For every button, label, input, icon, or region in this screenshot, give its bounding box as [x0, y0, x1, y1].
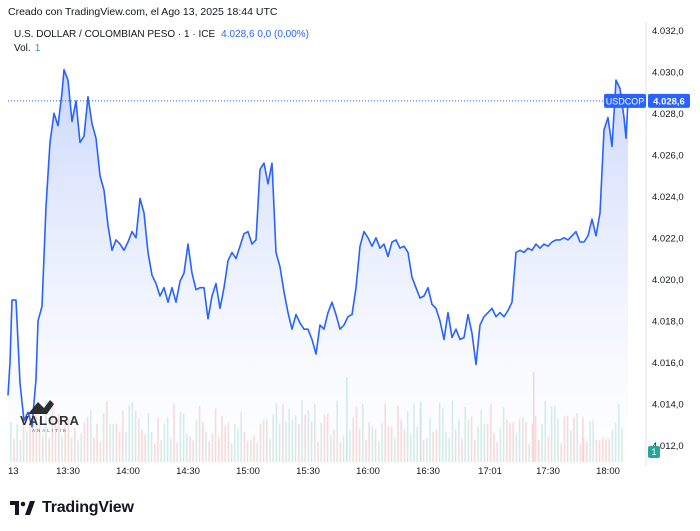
y-tick-label: 4.018,0	[652, 316, 684, 327]
legend-values: 4.028,6 0,0 (0,00%)	[221, 29, 310, 40]
legend-vol-label[interactable]: Vol.	[14, 43, 31, 54]
y-tick-label: 4.012,0	[652, 441, 684, 452]
y-tick-label: 4.026,0	[652, 150, 684, 161]
y-tick-label: 4.014,0	[652, 399, 684, 410]
x-tick-label: 13:30	[56, 466, 80, 477]
y-tick-label: 4.032,0	[652, 26, 684, 37]
x-tick-label: 15:30	[296, 466, 320, 477]
x-tick-label: 15:00	[236, 466, 260, 477]
y-axis: 4.012,0 4.014,0 4.016,0 4.018,0 4.020,0 4.022…	[652, 26, 684, 452]
y-tick-label: 4.028,0	[652, 109, 684, 120]
valora-sub: ANALITIK	[32, 428, 69, 433]
x-tick-label: 16:30	[416, 466, 440, 477]
chart-legend: U.S. DOLLAR / COLOMBIAN PESO · 1 · ICE 4.…	[14, 28, 309, 56]
chart-area[interactable]: 4.012,0 4.014,0 4.016,0 4.018,0 4.020,0 4.022…	[0, 22, 700, 487]
valora-logo-icon	[28, 400, 54, 414]
x-tick-label: 17:30	[536, 466, 560, 477]
volume-tag: 1	[648, 446, 660, 458]
x-tick-label: 18:00	[596, 466, 620, 477]
x-tick-label: 17:01	[478, 466, 502, 477]
price-line	[7, 68, 629, 428]
y-tick-label: 4.016,0	[652, 358, 684, 369]
y-tick-label: 4.024,0	[652, 192, 684, 203]
x-tick-label: 14:00	[116, 466, 140, 477]
x-tick-label: 13	[8, 466, 19, 477]
price-tag-symbol: USDCOP	[606, 96, 645, 106]
legend-row-volume: Vol. 1	[14, 42, 309, 56]
created-with-caption: Creado con TradingView.com, el Ago 13, 2…	[8, 6, 278, 18]
tradingview-logo-icon	[10, 501, 35, 515]
volume-tag-value: 1	[651, 447, 656, 457]
volume-tag-bg	[648, 446, 660, 458]
y-tick-label: 4.022,0	[652, 233, 684, 244]
price-area	[8, 69, 628, 462]
valora-watermark: VALORA ANALITIK	[14, 396, 79, 433]
x-tick-label: 16:00	[356, 466, 380, 477]
legend-row-price: U.S. DOLLAR / COLOMBIAN PESO · 1 · ICE 4.…	[14, 28, 309, 42]
price-tag-value: 4.028,6	[653, 96, 685, 107]
tradingview-footer[interactable]: TradingView	[10, 497, 134, 519]
price-tag-value-bg	[648, 93, 690, 108]
y-tick-label: 4.030,0	[652, 67, 684, 78]
price-tag-symbol-bg	[604, 93, 646, 108]
y-tick-label: 4.020,0	[652, 275, 684, 286]
legend-symbol[interactable]: U.S. DOLLAR / COLOMBIAN PESO · 1 · ICE	[14, 29, 216, 40]
price-tag: USDCOP 4.028,6	[604, 93, 690, 108]
legend-vol-value: 1	[34, 43, 41, 54]
x-tick-label: 14:30	[176, 466, 200, 477]
valora-brand: VALORA	[20, 413, 80, 428]
tradingview-logo-text: TradingView	[42, 499, 134, 516]
x-axis: 13 13:30 14:00 14:30 15:00 15:30 16:00 16:30 17:…	[8, 466, 620, 477]
price-chart[interactable]: 4.012,0 4.014,0 4.016,0 4.018,0 4.020,0 4.022…	[0, 22, 700, 487]
